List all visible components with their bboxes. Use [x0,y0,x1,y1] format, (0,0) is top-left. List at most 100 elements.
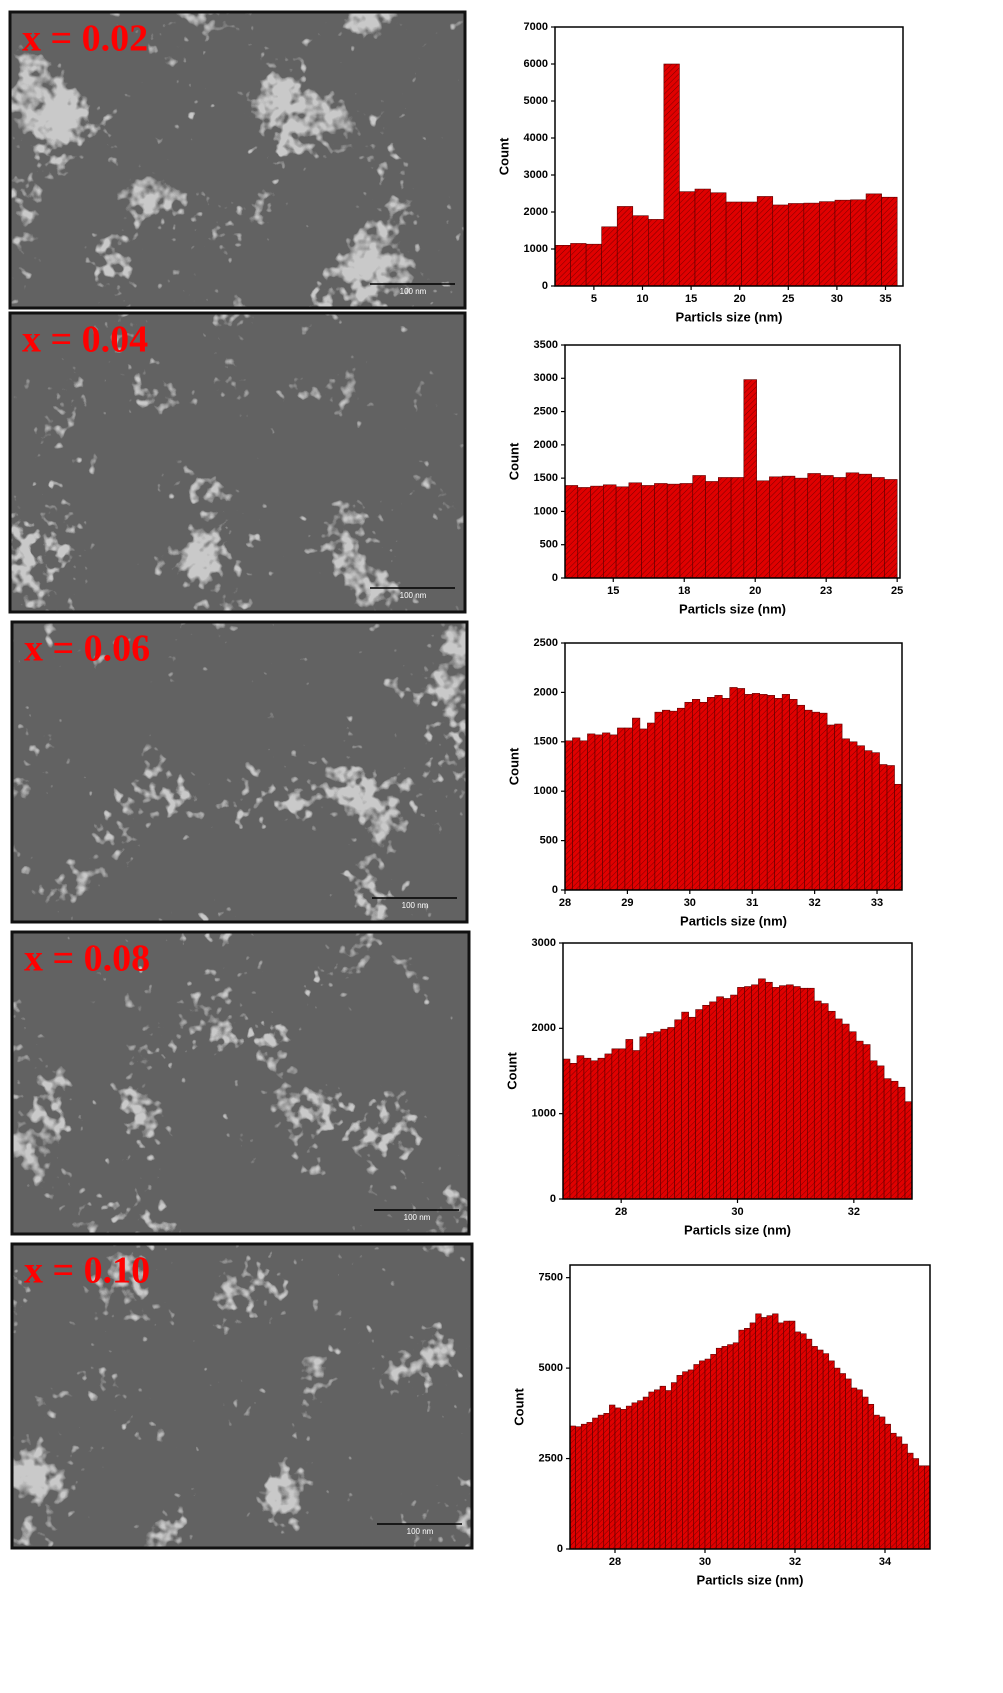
y-tick-label: 1000 [534,785,558,797]
bar [756,480,770,578]
y-tick-label: 1500 [534,472,558,484]
x-axis-title: Particls size (nm) [697,1572,804,1587]
bar [632,1050,641,1199]
y-axis-title: Count [506,442,521,480]
bar [570,1425,576,1549]
bars [565,379,898,578]
bar [587,733,596,890]
bar [772,987,780,1199]
bar [800,1333,807,1549]
bar [744,694,753,890]
x-tick-label: 30 [831,293,843,305]
bars [555,63,898,286]
bar [766,1315,773,1549]
bar [884,1423,891,1549]
bar [721,698,731,890]
bar [907,1452,914,1549]
bar [663,63,680,286]
bar [555,245,571,286]
bar [787,203,805,286]
bar [834,1367,841,1549]
bar [676,1375,683,1549]
x-tick-label: 31 [746,897,758,909]
sample-label: x = 0.10 [24,1250,150,1292]
bar [699,701,708,890]
bar [665,1390,672,1549]
bar [569,1063,578,1199]
bar [642,1396,650,1549]
y-tick-label: 3000 [532,937,556,949]
sample-label: x = 0.04 [22,319,148,361]
bar [648,219,665,286]
bar [632,215,649,286]
bar [865,193,882,286]
bar [856,745,865,890]
bar [727,1344,734,1549]
y-tick-label: 3000 [534,372,558,384]
bar [677,707,686,890]
bar [611,1048,620,1199]
bar [881,196,898,286]
micrograph [12,932,469,1234]
bar [845,1378,852,1549]
bar [592,1417,599,1549]
bar [682,1371,689,1549]
bar [688,1016,696,1199]
bar [659,1385,666,1549]
bar [828,1360,835,1549]
bar [805,1338,813,1549]
bar [884,479,898,578]
bar [715,1347,723,1549]
bar [765,981,773,1199]
bar [772,1313,779,1549]
bar [618,1048,627,1199]
bar [585,243,602,286]
y-axis-title: Count [511,1388,526,1426]
tem-image: x = 0.02 100 nm [8,10,467,310]
bar [639,728,648,890]
bar [660,1028,668,1199]
bar [813,1000,822,1199]
bar [869,1060,878,1199]
bar [755,1313,762,1549]
x-tick-label: 32 [809,897,821,909]
bar [580,1423,588,1549]
bar [886,765,895,890]
sample-label: x = 0.02 [22,18,148,60]
scale-bar-label: 100 nm [402,901,429,910]
bar [736,688,746,890]
tem-image: x = 0.04 100 nm [8,311,467,614]
x-tick-label: 32 [789,1556,801,1568]
bars [563,978,912,1199]
bar [641,485,655,578]
y-tick-label: 7000 [524,21,548,33]
y-tick-label: 2000 [524,206,548,218]
x-tick-label: 25 [782,293,794,305]
bar [879,764,888,890]
bar [737,987,745,1199]
bar [702,1004,710,1199]
x-axis-title: Particls size (nm) [679,601,786,616]
bar [894,783,902,890]
bar [849,741,858,890]
bar [873,1414,880,1549]
scale-bar-label: 100 nm [404,1213,431,1222]
x-tick-label: 28 [609,1556,621,1568]
x-tick-label: 23 [820,585,832,597]
bar [666,483,681,578]
y-tick-label: 500 [540,835,558,847]
bar [890,1432,897,1549]
bar [751,693,761,890]
sample-label: x = 0.08 [24,938,150,980]
bar [692,699,701,890]
bar [730,994,738,1199]
bar [827,1010,836,1199]
y-axis-title: Count [506,747,521,785]
y-tick-label: 0 [550,1193,556,1205]
bar [602,732,611,890]
bar [890,1080,899,1199]
bar [841,738,850,890]
plot-frame [554,26,904,287]
bar [616,206,634,286]
